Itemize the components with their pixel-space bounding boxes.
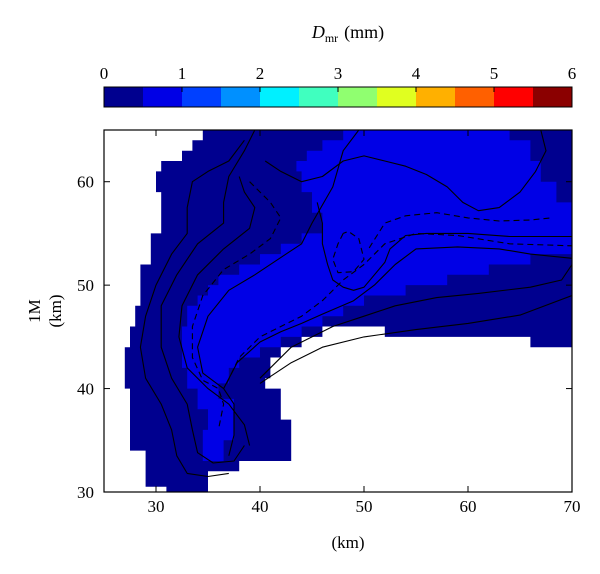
colorbar-bin: [494, 87, 534, 107]
colorbar-tick-label: 3: [334, 64, 343, 83]
contour-lines: [139, 130, 572, 478]
y-axis-label: 1M (km): [25, 294, 65, 327]
x-tick-label: 70: [564, 497, 581, 516]
x-axis-ticks: 30 40 50 60 70: [148, 130, 581, 516]
colorbar-tick-label: 0: [100, 64, 109, 83]
colorbar-tick-label: 2: [256, 64, 265, 83]
region-bright-blue: [182, 130, 572, 461]
x-axis-label: (km): [331, 533, 364, 552]
colorbar-bin: [260, 87, 300, 107]
colorbar-tick-label: 5: [490, 64, 499, 83]
y-tick-label: 30: [77, 483, 94, 502]
x-tick-label: 30: [148, 497, 165, 516]
contour-dashed: [191, 181, 282, 431]
colorbar-title-main: D: [311, 22, 325, 42]
contour-solid: [259, 264, 572, 379]
contour-dashed: [368, 212, 552, 249]
contour-solid: [223, 246, 572, 389]
x-tick-label: 40: [252, 497, 269, 516]
colorbar-title-unit: (mm): [344, 22, 384, 43]
contour-solid: [139, 139, 245, 478]
colorbar-bin: [377, 87, 417, 107]
y-axis-label-line1: 1M: [25, 299, 44, 323]
colorbar-bin: [416, 87, 456, 107]
y-tick-label: 50: [77, 276, 94, 295]
y-tick-label: 60: [77, 173, 94, 192]
colorbar-tick-label: 4: [412, 64, 421, 83]
colorbar-bin: [338, 87, 378, 107]
colorbar-ticks: 0 1 2 3 4 5 6: [100, 64, 577, 92]
contour-solid: [197, 130, 360, 456]
contour-solid: [316, 202, 572, 291]
colorbar-bin: [143, 87, 183, 107]
colorbar-bin: [533, 87, 573, 107]
colorbar-tick-label: 1: [178, 64, 187, 83]
colorbar-tick-label: 6: [568, 64, 577, 83]
colorbar-bin: [299, 87, 339, 107]
x-tick-label: 50: [356, 497, 373, 516]
x-tick-label: 60: [460, 497, 477, 516]
heatmap-fields: [124, 130, 572, 492]
y-tick-label: 40: [77, 380, 94, 399]
colorbar-bin: [104, 87, 144, 107]
plot-frame: [103, 129, 573, 493]
y-axis-ticks: 30 40 50 60: [77, 173, 572, 502]
colorbar-bin: [221, 87, 261, 107]
contour-solid: [259, 294, 572, 384]
contour-solid: [160, 130, 256, 464]
contour-solid: [264, 130, 547, 212]
colorbar-bin: [182, 87, 222, 107]
y-axis-label-line2: (km): [46, 294, 65, 327]
colorbar: [103, 86, 573, 108]
colorbar-bin: [455, 87, 495, 107]
colorbar-title-sub: mr: [325, 31, 338, 45]
colorbar-title: Dmr (mm): [311, 22, 384, 45]
contour-solid: [178, 176, 256, 446]
contour-dashed: [332, 230, 365, 274]
